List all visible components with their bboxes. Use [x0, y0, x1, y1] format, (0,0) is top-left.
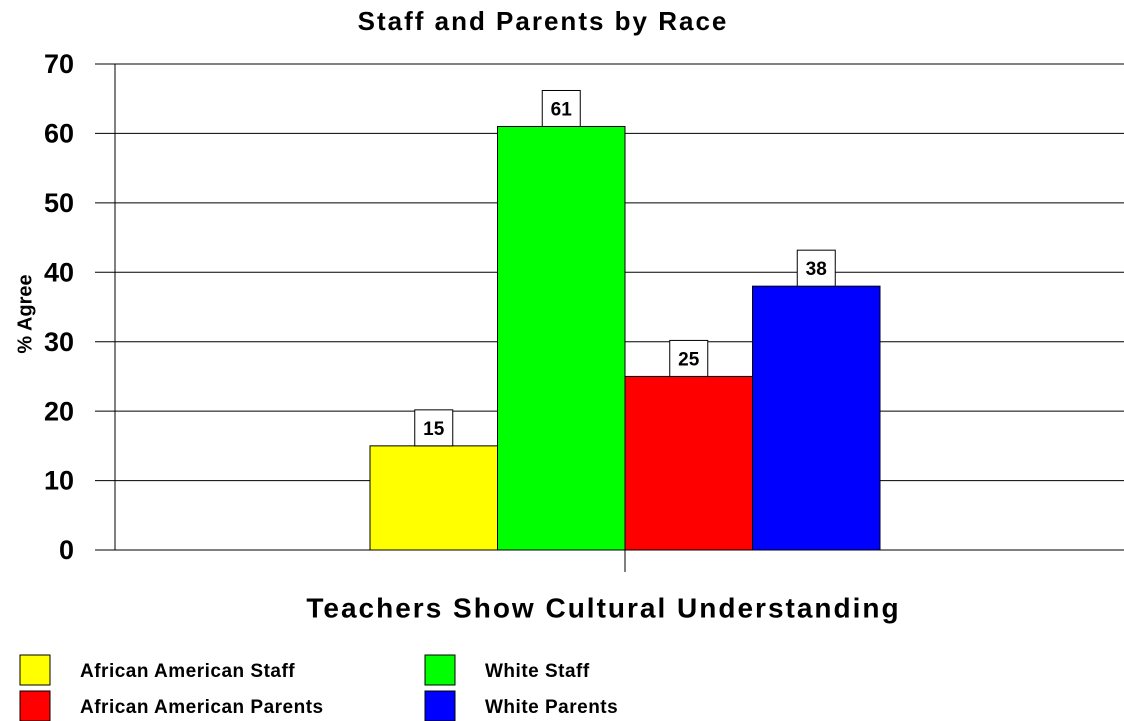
- data-label-box: [414, 409, 454, 447]
- data-label-box: [541, 89, 581, 127]
- data-label: 25: [678, 349, 700, 370]
- y-tick-label: 30: [44, 327, 74, 357]
- data-label-box: [669, 339, 709, 377]
- legend-swatch: [424, 690, 456, 721]
- y-axis-label: % Agree: [14, 274, 36, 353]
- bar: [752, 285, 881, 551]
- legend-swatch: [19, 654, 51, 686]
- x-axis-label: Teachers Show Cultural Understanding: [306, 592, 900, 623]
- legend-label: African American Staff: [80, 661, 295, 682]
- y-tick-label: 0: [59, 535, 74, 565]
- chart-title: Staff and Parents by Race: [358, 6, 729, 36]
- legend-swatch: [424, 654, 456, 686]
- data-label: 38: [806, 259, 827, 280]
- y-tick-label: 70: [44, 49, 74, 79]
- data-label: 61: [551, 100, 573, 121]
- data-label: 15: [423, 419, 445, 440]
- bar: [624, 375, 753, 551]
- y-tick-label: 20: [44, 396, 74, 426]
- y-tick-label: 40: [44, 257, 74, 287]
- legend-swatch: [19, 690, 51, 721]
- y-tick-label: 50: [44, 188, 74, 218]
- legend-label: White Parents: [485, 697, 618, 718]
- bar: [369, 445, 498, 551]
- bar: [497, 125, 626, 551]
- y-tick-label: 60: [44, 119, 74, 149]
- legend-label: White Staff: [485, 661, 590, 682]
- data-label-box: [796, 249, 836, 287]
- legend-label: African American Parents: [80, 697, 324, 718]
- y-tick-label: 10: [44, 466, 74, 496]
